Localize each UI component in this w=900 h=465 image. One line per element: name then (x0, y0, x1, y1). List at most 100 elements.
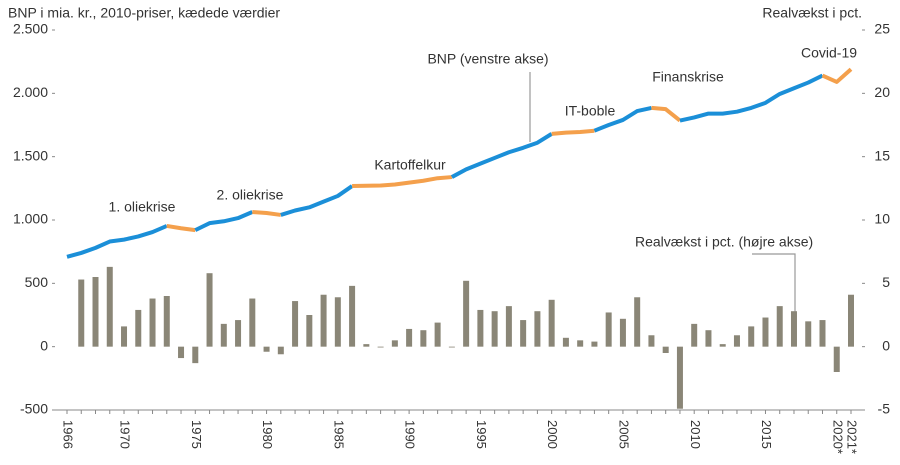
bar (505, 306, 512, 347)
bar (705, 330, 712, 347)
bar (634, 297, 641, 347)
bar (377, 346, 384, 348)
bar (363, 344, 370, 347)
bar (178, 346, 185, 359)
bar (149, 298, 156, 347)
bar (719, 344, 726, 347)
y2-tick-label: 15 (874, 147, 890, 163)
bar (491, 311, 498, 347)
y-tick-label: 2.000 (13, 84, 48, 100)
x-tick-label: 1980 (260, 420, 275, 449)
line-segment (450, 132, 553, 179)
bar (292, 301, 299, 347)
bar (235, 320, 242, 347)
bar (591, 341, 598, 347)
bar (220, 323, 227, 347)
line-segment (352, 175, 453, 189)
series-label: BNP (venstre akse) (427, 51, 548, 67)
y2-tick-label: -5 (878, 401, 891, 417)
y-tick-label: 0 (40, 337, 48, 353)
x-tick-label: 2021* (845, 420, 860, 454)
bar (562, 337, 569, 347)
series-label: Realvækst i pct. (højre akse) (635, 234, 813, 250)
bar (192, 346, 199, 364)
x-tick-label: 1995 (474, 420, 489, 449)
bar (106, 266, 113, 347)
bar (249, 298, 256, 347)
bar (434, 322, 441, 347)
bar (648, 335, 655, 347)
line-segment (166, 223, 196, 233)
annotation: IT-boble (565, 103, 616, 119)
y2-tick-label: 10 (874, 211, 890, 227)
bar (748, 326, 755, 347)
bar (463, 280, 470, 347)
bar (605, 312, 612, 347)
bar (78, 279, 85, 347)
bar (206, 273, 213, 347)
bar (691, 323, 698, 347)
bar (733, 335, 740, 347)
bar (334, 297, 341, 347)
x-tick-label: 2005 (616, 420, 631, 449)
bar (548, 299, 555, 347)
y-tick-label: 1.000 (13, 211, 48, 227)
line-segment (280, 184, 354, 217)
line-segment (66, 224, 168, 259)
bar (819, 320, 826, 347)
y-tick-label: -500 (20, 401, 48, 417)
bar (520, 320, 527, 347)
line-segment (679, 73, 824, 123)
x-tick-label: 1990 (403, 420, 418, 449)
bar (776, 306, 783, 347)
bar (349, 285, 356, 347)
bar (306, 315, 313, 347)
y2-tick-label: 20 (874, 84, 890, 100)
line-segment (651, 105, 682, 123)
y-tick-label: 2.500 (13, 21, 48, 37)
annotation: 2. oliekrise (217, 187, 284, 203)
bar (477, 309, 484, 347)
y2-title: Realvækst i pct. (762, 5, 862, 21)
line-segment (593, 105, 652, 133)
line-segment (194, 210, 254, 232)
x-tick-label: 1975 (189, 420, 204, 449)
y2-tick-label: 5 (882, 274, 890, 290)
line-segment (821, 67, 853, 84)
annotation: Finanskrise (652, 69, 724, 85)
bar (662, 346, 669, 353)
chart-title: BNP i mia. kr., 2010-priser, kædede værd… (8, 5, 280, 21)
x-tick-label: 1985 (331, 420, 346, 449)
bar (277, 346, 284, 355)
bar (135, 309, 142, 347)
annotation: 1. oliekrise (109, 199, 176, 215)
bar (263, 346, 270, 352)
y-tick-label: 500 (25, 274, 49, 290)
bar (420, 330, 427, 347)
bar (762, 317, 769, 347)
bar (92, 277, 99, 347)
bar (534, 311, 541, 347)
bar (448, 346, 455, 348)
bar (406, 328, 413, 347)
line-segment (252, 210, 282, 217)
bar (121, 326, 128, 347)
bar (391, 340, 398, 347)
bar (320, 294, 327, 347)
y2-tick-label: 0 (882, 337, 890, 353)
annotation: Kartoffelkur (374, 157, 446, 173)
y2-tick-label: 25 (874, 21, 890, 37)
x-tick-label: 2010 (688, 420, 703, 449)
bar (676, 346, 683, 409)
x-tick-label: 1966 (61, 420, 76, 449)
x-tick-label: 1970 (118, 420, 133, 449)
annotation: Covid-19 (801, 45, 857, 61)
bar (833, 346, 840, 372)
bar (790, 311, 797, 347)
leader-line (752, 253, 796, 318)
y-tick-label: 1.500 (13, 147, 48, 163)
bar (577, 340, 584, 347)
bar (805, 321, 812, 347)
x-tick-label: 2015 (759, 420, 774, 449)
